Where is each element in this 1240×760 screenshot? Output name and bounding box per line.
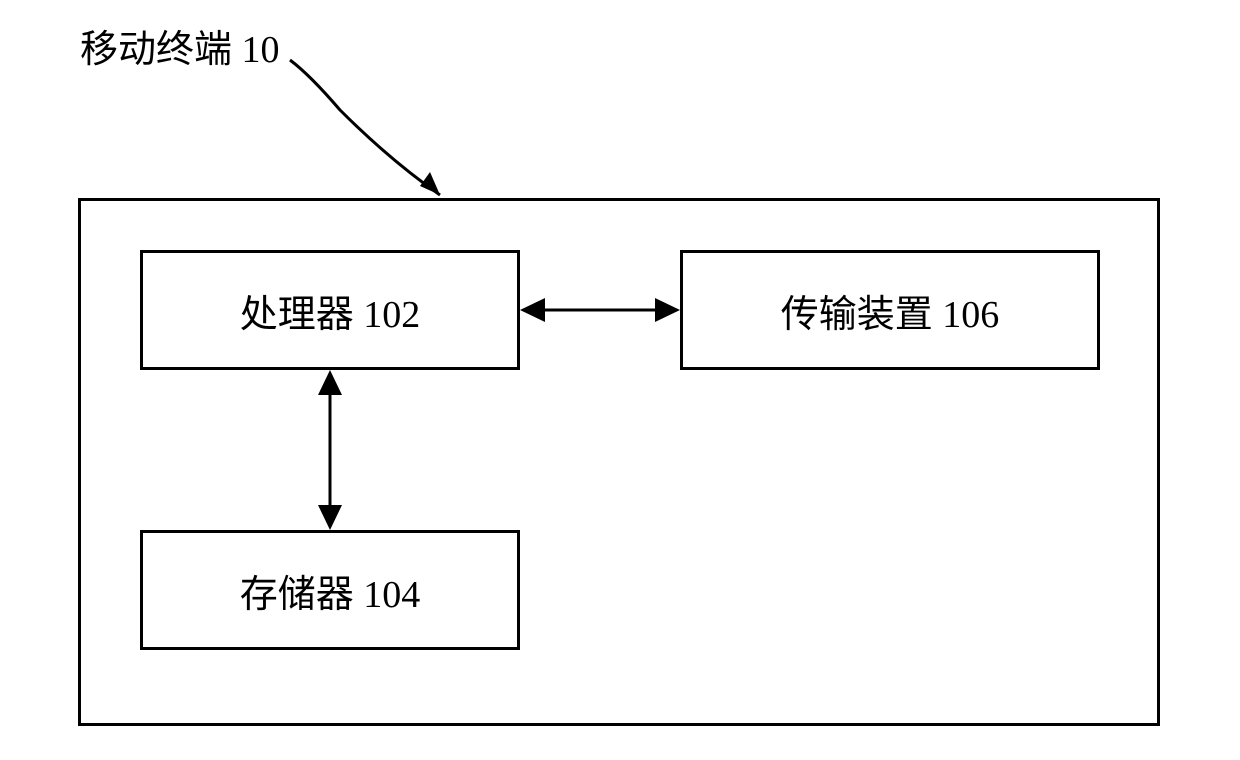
transmitter-label: 传输装置 106 [781,283,1000,338]
processor-box: 处理器 102 [140,250,520,370]
diagram-title: 移动终端 10 [80,18,280,73]
transmitter-box: 传输装置 106 [680,250,1100,370]
memory-label: 存储器 104 [240,563,421,618]
processor-label: 处理器 102 [240,283,421,338]
memory-box: 存储器 104 [140,530,520,650]
title-arrow [290,60,440,195]
diagram-canvas: 移动终端 10 处理器 102 传输装置 106 存储器 104 [0,0,1240,760]
